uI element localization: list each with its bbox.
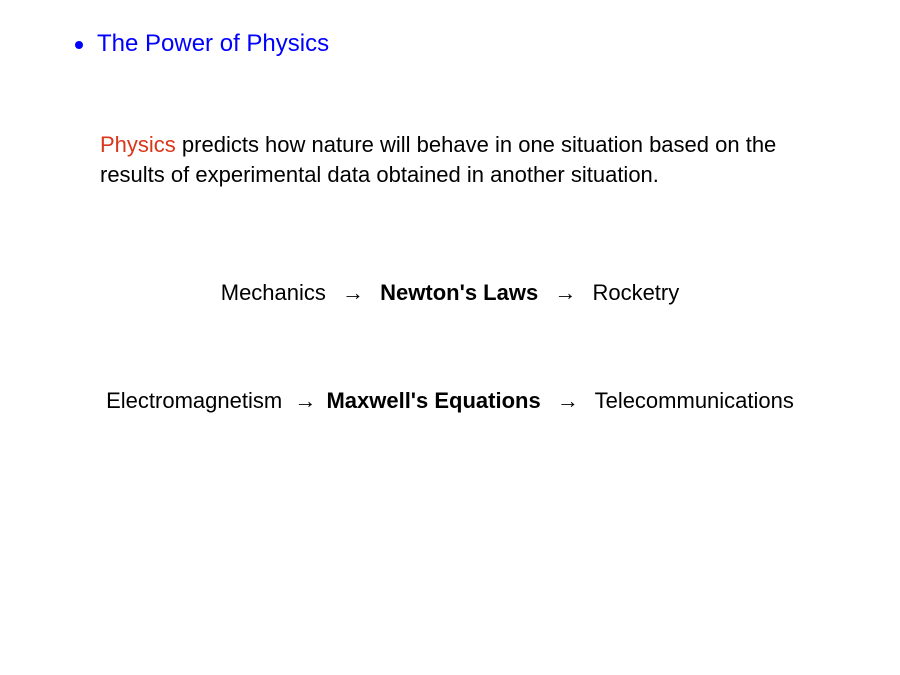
- arrow-icon: →: [332, 280, 374, 306]
- flow-center: Newton's Laws: [380, 280, 538, 305]
- arrow-icon: →: [288, 388, 320, 414]
- flow-row-mechanics: Mechanics → Newton's Laws → Rocketry: [0, 280, 900, 306]
- flow-left: Electromagnetism: [106, 388, 282, 413]
- flow-center: Maxwell's Equations: [326, 388, 540, 413]
- bullet-icon: [75, 41, 83, 49]
- flow-left: Mechanics: [221, 280, 326, 305]
- arrow-icon: →: [547, 388, 589, 414]
- flow-right: Telecommunications: [595, 388, 794, 413]
- arrow-icon: →: [544, 280, 586, 306]
- slide: The Power of Physics Physics predicts ho…: [0, 0, 900, 675]
- intro-paragraph: Physics predicts how nature will behave …: [100, 130, 830, 189]
- paragraph-rest: predicts how nature will behave in one s…: [100, 132, 776, 187]
- flow-right: Rocketry: [592, 280, 679, 305]
- slide-title: The Power of Physics: [97, 30, 329, 58]
- title-row: The Power of Physics: [75, 30, 329, 58]
- flow-row-electromagnetism: Electromagnetism → Maxwell's Equations →…: [0, 388, 900, 414]
- highlight-word: Physics: [100, 132, 176, 157]
